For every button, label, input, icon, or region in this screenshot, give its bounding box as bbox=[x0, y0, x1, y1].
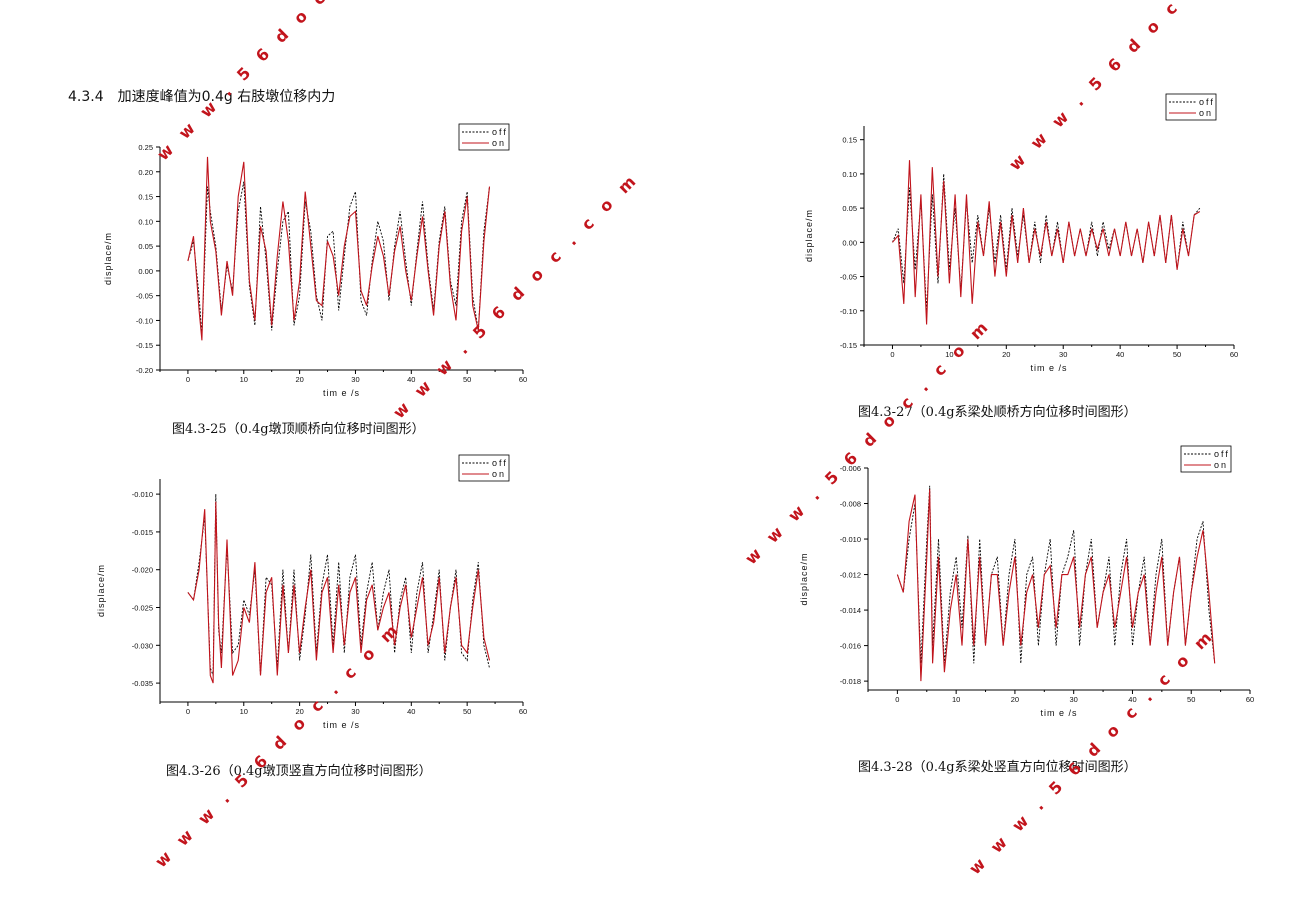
y-tick-label: -0.016 bbox=[840, 642, 861, 651]
x-tick-label: 30 bbox=[1059, 350, 1067, 359]
series-line-off bbox=[187, 494, 490, 676]
x-tick-label: 20 bbox=[1002, 350, 1010, 359]
y-tick-label: 0.15 bbox=[138, 193, 153, 202]
x-tick-label: 20 bbox=[295, 707, 303, 716]
y-tick-label: -0.010 bbox=[840, 535, 861, 544]
x-tick-label: 60 bbox=[519, 375, 527, 384]
y-tick-label: 0.00 bbox=[842, 238, 857, 247]
y-axis-label: displace/m bbox=[96, 564, 106, 617]
caption-fig-28: 图4.3-28（0.4g系梁处竖直方向位移时间图形） bbox=[858, 760, 1137, 775]
y-tick-label: -0.035 bbox=[132, 679, 153, 688]
x-tick-label: 60 bbox=[1230, 350, 1238, 359]
caption-fig-25: 图4.3-25（0.4g墩顶顺桥向位移时间图形） bbox=[172, 422, 425, 437]
y-tick-label: -0.030 bbox=[132, 641, 153, 650]
y-tick-label: -0.05 bbox=[840, 273, 857, 282]
y-tick-label: -0.10 bbox=[136, 316, 153, 325]
x-tick-label: 10 bbox=[240, 375, 248, 384]
x-tick-label: 40 bbox=[407, 375, 415, 384]
x-tick-label: 20 bbox=[1011, 695, 1019, 704]
y-tick-label: -0.15 bbox=[136, 341, 153, 350]
x-axis-label: tim e /s bbox=[323, 720, 360, 730]
y-tick-label: 0.20 bbox=[138, 168, 153, 177]
x-axis-label: tim e /s bbox=[1040, 708, 1077, 718]
x-tick-label: 50 bbox=[1173, 350, 1181, 359]
x-tick-label: 20 bbox=[295, 375, 303, 384]
x-tick-label: 0 bbox=[186, 707, 190, 716]
series-line-on bbox=[896, 489, 1216, 682]
legend-label-on: on bbox=[1199, 108, 1213, 118]
series-line-on bbox=[187, 156, 491, 341]
y-axis-label: displace/m bbox=[804, 209, 814, 262]
y-tick-label: -0.025 bbox=[132, 604, 153, 613]
y-tick-label: -0.006 bbox=[840, 464, 861, 473]
legend-label-off: off bbox=[492, 127, 508, 137]
series-line-on bbox=[892, 160, 1201, 325]
y-tick-label: 0.10 bbox=[842, 170, 857, 179]
section-number: 4.3.4 bbox=[68, 89, 104, 105]
y-tick-label: 0.15 bbox=[842, 136, 857, 145]
y-axis-label: displace/m bbox=[799, 552, 809, 605]
series-line-on bbox=[187, 501, 491, 684]
series-line-off bbox=[892, 173, 1201, 311]
y-tick-label: -0.015 bbox=[132, 528, 153, 537]
y-tick-label: -0.010 bbox=[132, 490, 153, 499]
x-tick-label: 60 bbox=[519, 707, 527, 716]
y-tick-label: -0.018 bbox=[840, 677, 861, 686]
legend-label-on: on bbox=[492, 469, 506, 479]
x-tick-label: 60 bbox=[1246, 695, 1254, 704]
legend-box bbox=[1165, 93, 1217, 121]
section-heading: 4.3.4 加速度峰值为0.4g 右肢墩位移内力 bbox=[68, 86, 349, 106]
x-tick-label: 50 bbox=[1187, 695, 1195, 704]
y-tick-label: 0.05 bbox=[842, 204, 857, 213]
y-tick-label: 0.10 bbox=[138, 217, 153, 226]
y-tick-label: 0.05 bbox=[138, 242, 153, 251]
legend-label-on: on bbox=[492, 138, 506, 148]
y-tick-label: 0.00 bbox=[138, 267, 153, 276]
y-tick-label: -0.10 bbox=[840, 307, 857, 316]
legend-label-off: off bbox=[1199, 97, 1215, 107]
y-tick-label: -0.15 bbox=[840, 341, 857, 350]
legend-label-on: on bbox=[1214, 460, 1228, 470]
y-tick-label: -0.012 bbox=[840, 571, 861, 580]
caption-fig-26: 图4.3-26（0.4g墩顶竖直方向位移时间图形） bbox=[166, 764, 432, 779]
x-tick-label: 30 bbox=[351, 707, 359, 716]
x-tick-label: 10 bbox=[952, 695, 960, 704]
y-tick-label: 0.25 bbox=[138, 143, 153, 152]
x-tick-label: 40 bbox=[407, 707, 415, 716]
x-tick-label: 40 bbox=[1128, 695, 1136, 704]
x-axis-label: tim e /s bbox=[323, 388, 360, 398]
y-tick-label: -0.20 bbox=[136, 366, 153, 375]
y-tick-label: -0.014 bbox=[840, 606, 861, 615]
x-tick-label: 40 bbox=[1116, 350, 1124, 359]
x-tick-label: 0 bbox=[890, 350, 894, 359]
legend-box bbox=[458, 454, 510, 482]
x-tick-label: 0 bbox=[895, 695, 899, 704]
x-tick-label: 10 bbox=[945, 350, 953, 359]
x-tick-label: 30 bbox=[1070, 695, 1078, 704]
x-tick-label: 10 bbox=[240, 707, 248, 716]
caption-fig-27: 图4.3-27（0.4g系梁处顺桥方向位移时间图形） bbox=[858, 405, 1137, 420]
legend-label-off: off bbox=[1214, 449, 1230, 459]
legend-box bbox=[1180, 445, 1232, 473]
y-axis-label: displace/m bbox=[103, 232, 113, 285]
x-tick-label: 0 bbox=[186, 375, 190, 384]
x-tick-label: 50 bbox=[463, 707, 471, 716]
y-tick-label: -0.008 bbox=[840, 500, 861, 509]
x-tick-label: 50 bbox=[463, 375, 471, 384]
x-axis-label: tim e /s bbox=[1030, 363, 1067, 373]
y-tick-label: -0.020 bbox=[132, 566, 153, 575]
legend-label-off: off bbox=[492, 458, 508, 468]
series-line-off bbox=[187, 181, 490, 336]
section-title: 加速度峰值为0.4g 右肢墩位移内力 bbox=[117, 89, 336, 105]
y-tick-label: -0.05 bbox=[136, 292, 153, 301]
x-tick-label: 30 bbox=[351, 375, 359, 384]
legend-box bbox=[458, 123, 510, 151]
